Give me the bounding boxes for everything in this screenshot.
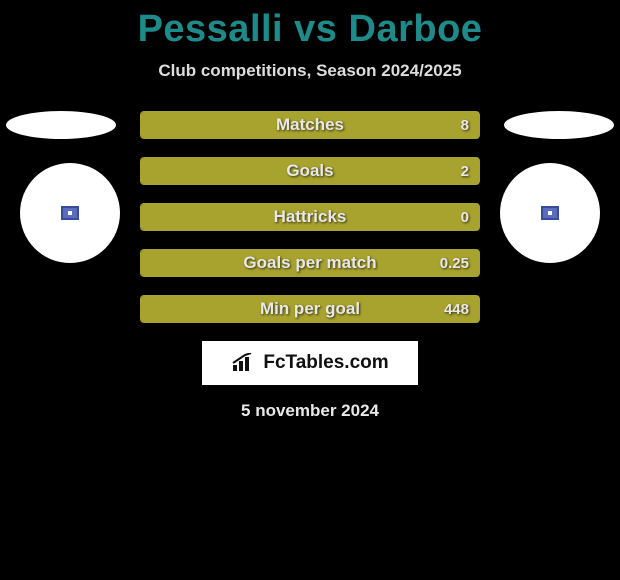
placeholder-icon bbox=[541, 206, 559, 220]
stat-row-goals: Goals 2 bbox=[140, 157, 480, 185]
stat-label: Min per goal bbox=[141, 296, 479, 322]
stat-label: Goals bbox=[141, 158, 479, 184]
page-title: Pessalli vs Darboe bbox=[0, 0, 620, 51]
brand-inner: FcTables.com bbox=[231, 352, 388, 374]
brand-box: FcTables.com bbox=[202, 341, 418, 385]
stat-row-hattricks: Hattricks 0 bbox=[140, 203, 480, 231]
brand-text: FcTables.com bbox=[263, 352, 388, 374]
stat-value: 448 bbox=[444, 296, 469, 322]
content-area: Matches 8 Goals 2 Hattricks 0 Goals per … bbox=[0, 111, 620, 421]
brand-chart-icon bbox=[231, 353, 259, 373]
stat-value: 0.25 bbox=[440, 250, 469, 276]
stat-row-min-per-goal: Min per goal 448 bbox=[140, 295, 480, 323]
stat-row-goals-per-match: Goals per match 0.25 bbox=[140, 249, 480, 277]
placeholder-icon bbox=[61, 206, 79, 220]
player-left-circle bbox=[20, 163, 120, 263]
ellipse-right-decor bbox=[504, 111, 614, 139]
footer-date: 5 november 2024 bbox=[0, 401, 620, 421]
stats-bars: Matches 8 Goals 2 Hattricks 0 Goals per … bbox=[140, 111, 480, 323]
stat-label: Goals per match bbox=[141, 250, 479, 276]
stat-value: 8 bbox=[461, 112, 469, 138]
stat-value: 2 bbox=[461, 158, 469, 184]
stat-label: Hattricks bbox=[141, 204, 479, 230]
player-right-circle bbox=[500, 163, 600, 263]
stat-label: Matches bbox=[141, 112, 479, 138]
stat-row-matches: Matches 8 bbox=[140, 111, 480, 139]
stat-value: 0 bbox=[461, 204, 469, 230]
page-subtitle: Club competitions, Season 2024/2025 bbox=[0, 61, 620, 81]
ellipse-left-decor bbox=[6, 111, 116, 139]
